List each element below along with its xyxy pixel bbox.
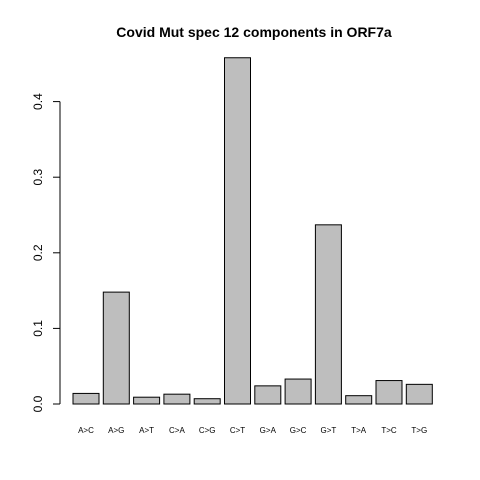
bar: [72, 392, 100, 405]
bar: [314, 224, 342, 405]
y-tick-label: 0.1: [31, 320, 45, 337]
y-tick-label: 0.4: [31, 93, 45, 110]
x-tick-label: A>G: [108, 426, 124, 435]
bar: [345, 395, 373, 405]
bar: [133, 396, 161, 405]
x-tick-label: T>C: [381, 426, 397, 435]
x-tick-label: T>G: [411, 426, 427, 435]
x-tick-label: A>T: [139, 426, 154, 435]
chart-title: Covid Mut spec 12 components in ORF7a: [116, 24, 392, 40]
bar: [405, 383, 433, 405]
x-tick-label: C>G: [199, 426, 216, 435]
x-tick-labels: A>C A>G A>T C>A C>G C>T G>A G>C G>T T>A T>C T>G: [78, 426, 427, 435]
bar: [224, 57, 251, 405]
y-axis: 0.0 0.1 0.2 0.3 0.4: [31, 93, 61, 412]
x-tick-label: T>A: [351, 426, 367, 435]
bars: [72, 57, 433, 405]
y-tick-label: 0.0: [31, 395, 45, 412]
bar: [375, 380, 403, 405]
x-tick-label: C>T: [230, 426, 245, 435]
y-tick-label: 0.3: [31, 169, 45, 186]
x-tick-label: G>A: [260, 426, 277, 435]
x-tick-label: G>C: [290, 426, 307, 435]
bar: [193, 398, 221, 405]
x-tick-label: G>T: [321, 426, 337, 435]
bar: [102, 291, 130, 405]
bar: [163, 393, 191, 405]
y-tick-label: 0.2: [31, 244, 45, 261]
x-tick-label: C>A: [169, 426, 185, 435]
x-tick-label: A>C: [78, 426, 94, 435]
bar: [254, 385, 282, 405]
bar: [284, 378, 312, 405]
